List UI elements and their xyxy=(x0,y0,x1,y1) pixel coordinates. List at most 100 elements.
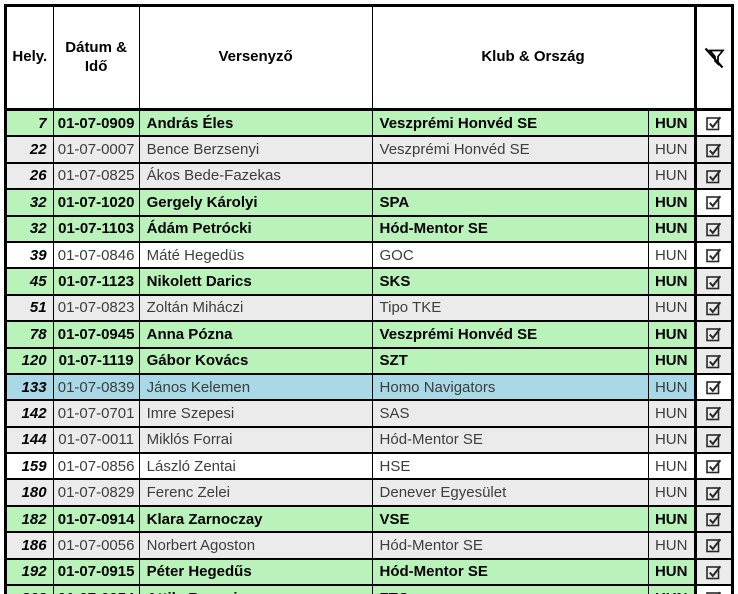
competitor-cell: András Éles xyxy=(139,108,373,137)
place-cell: 180 xyxy=(5,478,54,506)
col-header-datetime[interactable]: Dátum & Idő xyxy=(53,5,140,111)
checked-checkbox-icon[interactable] xyxy=(698,457,731,475)
checked-checkbox-icon[interactable] xyxy=(698,404,731,422)
checked-checkbox-icon[interactable] xyxy=(698,246,731,264)
table-row[interactable]: 159 01-07-0856 László Zentai HSE HUN xyxy=(5,452,733,480)
club-cell: ZTC xyxy=(372,584,649,594)
place-cell: 78 xyxy=(5,320,54,348)
row-checkbox-cell[interactable] xyxy=(693,399,733,427)
table-row[interactable]: 32 01-07-1020 Gergely Károlyi SPA HUN xyxy=(5,188,733,216)
checked-checkbox-icon[interactable] xyxy=(698,589,731,594)
checked-checkbox-icon[interactable] xyxy=(698,352,731,370)
place-cell: 120 xyxy=(5,346,54,374)
club-cell: VSE xyxy=(372,504,649,533)
checked-checkbox-icon[interactable] xyxy=(698,193,731,211)
table-row[interactable]: 186 01-07-0056 Norbert Agoston Hód-Mento… xyxy=(5,531,733,559)
competitor-cell: Ferenc Zelei xyxy=(139,478,373,506)
table-row[interactable]: 22 01-07-0007 Bence Berzsenyi Veszprémi … xyxy=(5,135,733,163)
row-checkbox-cell[interactable] xyxy=(693,161,733,190)
checked-checkbox-icon[interactable] xyxy=(698,510,731,528)
datetime-cell: 01-07-1103 xyxy=(53,214,140,242)
results-table: Hely. Dátum & Idő Versenyző Klub & Orszá… xyxy=(4,4,734,594)
row-checkbox-cell[interactable] xyxy=(693,346,733,374)
table-row[interactable]: 203 01-07-0954 Attila Banyai ZTC HUN xyxy=(5,584,733,594)
row-checkbox-cell[interactable] xyxy=(693,188,733,216)
checked-checkbox-icon[interactable] xyxy=(698,536,731,554)
country-cell: HUN xyxy=(648,531,696,559)
table-row[interactable]: 142 01-07-0701 Imre Szepesi SAS HUN xyxy=(5,399,733,427)
row-checkbox-cell[interactable] xyxy=(693,425,733,454)
filter-header-cell[interactable] xyxy=(693,5,733,111)
country-cell: HUN xyxy=(648,478,696,506)
competitor-cell: Máté Hegedüs xyxy=(139,240,373,269)
competitor-cell: Norbert Agoston xyxy=(139,531,373,559)
club-cell: Veszprémi Honvéd SE xyxy=(372,135,649,163)
row-checkbox-cell[interactable] xyxy=(693,267,733,295)
club-cell: Veszprémi Honvéd SE xyxy=(372,108,649,137)
table-row[interactable]: 182 01-07-0914 Klara Zarnoczay VSE HUN xyxy=(5,504,733,533)
table-row[interactable]: 32 01-07-1103 Ádám Petrócki Hód-Mentor S… xyxy=(5,214,733,242)
checked-checkbox-icon[interactable] xyxy=(698,378,731,396)
checked-checkbox-icon[interactable] xyxy=(698,484,731,502)
row-checkbox-cell[interactable] xyxy=(693,372,733,401)
checked-checkbox-icon[interactable] xyxy=(698,273,731,291)
club-cell: Tipo TKE xyxy=(372,293,649,322)
row-checkbox-cell[interactable] xyxy=(693,531,733,559)
checked-checkbox-icon[interactable] xyxy=(698,167,731,185)
country-cell: HUN xyxy=(648,108,696,137)
row-checkbox-cell[interactable] xyxy=(693,108,733,137)
row-checkbox-cell[interactable] xyxy=(693,557,733,586)
place-cell: 39 xyxy=(5,240,54,269)
datetime-cell: 01-07-0945 xyxy=(53,320,140,348)
row-checkbox-cell[interactable] xyxy=(693,478,733,506)
place-cell: 203 xyxy=(5,584,54,594)
club-cell: HSE xyxy=(372,452,649,480)
competitor-cell: Zoltán Miháczi xyxy=(139,293,373,322)
table-row[interactable]: 133 01-07-0839 János Kelemen Homo Naviga… xyxy=(5,372,733,401)
place-cell: 7 xyxy=(5,108,54,137)
datetime-cell: 01-07-0909 xyxy=(53,108,140,137)
country-cell: HUN xyxy=(648,557,696,586)
row-checkbox-cell[interactable] xyxy=(693,293,733,322)
table-row[interactable]: 45 01-07-1123 Nikolett Darics SKS HUN xyxy=(5,267,733,295)
checked-checkbox-icon[interactable] xyxy=(698,325,731,343)
table-row[interactable]: 26 01-07-0825 Ákos Bede-Fazekas HUN xyxy=(5,161,733,190)
table-row[interactable]: 144 01-07-0011 Miklós Forrai Hód-Mentor … xyxy=(5,425,733,454)
datetime-cell: 01-07-0823 xyxy=(53,293,140,322)
table-row[interactable]: 192 01-07-0915 Péter Hegedűs Hód-Mentor … xyxy=(5,557,733,586)
row-checkbox-cell[interactable] xyxy=(693,504,733,533)
datetime-cell: 01-07-0825 xyxy=(53,161,140,190)
checked-checkbox-icon[interactable] xyxy=(698,563,731,581)
datetime-cell: 01-07-0914 xyxy=(53,504,140,533)
row-checkbox-cell[interactable] xyxy=(693,240,733,269)
table-row[interactable]: 51 01-07-0823 Zoltán Miháczi Tipo TKE HU… xyxy=(5,293,733,322)
club-cell: Hód-Mentor SE xyxy=(372,214,649,242)
competitor-cell: Gábor Kovács xyxy=(139,346,373,374)
checked-checkbox-icon[interactable] xyxy=(698,299,731,317)
checked-checkbox-icon[interactable] xyxy=(698,431,731,449)
country-cell: HUN xyxy=(648,188,696,216)
club-cell: Hód-Mentor SE xyxy=(372,557,649,586)
competitor-cell: Gergely Károlyi xyxy=(139,188,373,216)
filter-off-icon[interactable] xyxy=(699,46,730,70)
checked-checkbox-icon[interactable] xyxy=(698,114,731,132)
club-cell xyxy=(372,161,649,190)
table-row[interactable]: 7 01-07-0909 András Éles Veszprémi Honvé… xyxy=(5,108,733,137)
club-cell: GOC xyxy=(372,240,649,269)
col-header-place[interactable]: Hely. xyxy=(5,5,54,111)
table-row[interactable]: 39 01-07-0846 Máté Hegedüs GOC HUN xyxy=(5,240,733,269)
col-header-club-country[interactable]: Klub & Ország xyxy=(372,5,696,111)
row-checkbox-cell[interactable] xyxy=(693,584,733,594)
table-row[interactable]: 120 01-07-1119 Gábor Kovács SZT HUN xyxy=(5,346,733,374)
row-checkbox-cell[interactable] xyxy=(693,214,733,242)
club-cell: SKS xyxy=(372,267,649,295)
row-checkbox-cell[interactable] xyxy=(693,452,733,480)
col-header-competitor[interactable]: Versenyző xyxy=(139,5,373,111)
table-row[interactable]: 78 01-07-0945 Anna Pózna Veszprémi Honvé… xyxy=(5,320,733,348)
table-row[interactable]: 180 01-07-0829 Ferenc Zelei Denever Egye… xyxy=(5,478,733,506)
row-checkbox-cell[interactable] xyxy=(693,320,733,348)
place-cell: 22 xyxy=(5,135,54,163)
row-checkbox-cell[interactable] xyxy=(693,135,733,163)
checked-checkbox-icon[interactable] xyxy=(698,220,731,238)
checked-checkbox-icon[interactable] xyxy=(698,141,731,159)
